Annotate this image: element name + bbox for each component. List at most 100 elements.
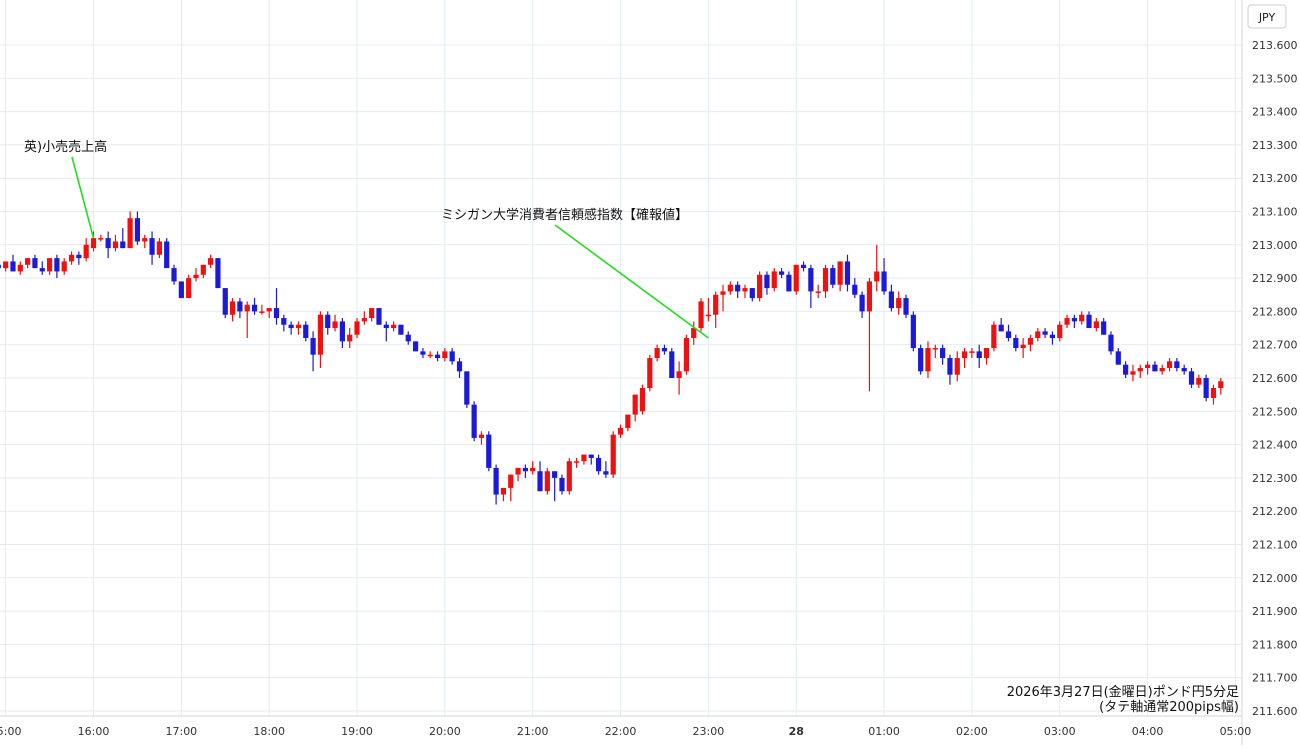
price-tick-label: 213.600 [1252, 39, 1298, 52]
candle-body [661, 348, 668, 352]
candle-body [354, 321, 360, 335]
candle-body [954, 358, 960, 375]
candle-body [778, 271, 785, 275]
candle-body [134, 218, 141, 242]
candle-body [925, 348, 931, 372]
candle-body [852, 284, 858, 295]
candle-body [713, 294, 719, 315]
candle-body [76, 254, 82, 259]
currency-label: JPY [1258, 11, 1276, 24]
grid-lines [0, 0, 1242, 716]
candle-body [1159, 368, 1165, 372]
candle-body [464, 371, 470, 405]
candle-body [1042, 331, 1048, 335]
candle-body [215, 258, 221, 289]
candle-body [303, 324, 309, 339]
candle-body [815, 291, 821, 293]
candle-body [859, 294, 865, 312]
price-tick-label: 212.000 [1252, 572, 1298, 585]
chart-note-line1: 2026年3月27日(金曜日)ポンド円5分足 [1007, 684, 1239, 700]
candle-body [757, 274, 763, 299]
candle-body [273, 308, 280, 319]
candle-body [1152, 364, 1158, 372]
candle-body [969, 351, 975, 353]
candle-body [566, 461, 572, 492]
time-tick-label: 18:00 [253, 725, 285, 738]
candle-body [347, 334, 353, 342]
candle-body [998, 324, 1004, 332]
candle-body [295, 324, 302, 329]
candle-body [1071, 318, 1077, 322]
candle-body [105, 238, 111, 249]
candle-body [764, 274, 770, 289]
time-tick-label: 28 [789, 725, 804, 738]
candle-body [405, 334, 411, 342]
time-tick-label: 15:00 [0, 725, 22, 738]
price-tick-label: 212.900 [1252, 272, 1298, 285]
time-axis[interactable]: 15:00 16:00 17:00 18:00 19:00 20:00 21:00 22:00… [0, 715, 1251, 738]
candle-body [427, 354, 433, 357]
candle-body [588, 454, 594, 458]
candle-body [910, 314, 916, 349]
candle-body [10, 261, 16, 272]
price-tick-label: 211.900 [1252, 605, 1298, 618]
price-tick-label: 212.800 [1252, 305, 1298, 318]
candle-body [332, 321, 338, 329]
candle-body [595, 457, 602, 472]
candle-body [800, 264, 807, 269]
candle-body [288, 324, 294, 329]
candle-body [434, 354, 441, 359]
candle-body [515, 467, 521, 475]
candle-body [17, 264, 23, 272]
candle-body [251, 304, 258, 312]
candle-body [654, 348, 660, 359]
candle-body [786, 274, 792, 292]
candle-body [888, 291, 894, 309]
candle-body [376, 308, 382, 325]
candle-body [420, 351, 426, 355]
candle-body [508, 474, 514, 488]
candle-body [361, 318, 367, 322]
candle-body [500, 487, 507, 495]
candle-body [676, 371, 682, 378]
candle-body [1013, 338, 1019, 349]
time-tick-label: 16:00 [78, 725, 110, 738]
candle-body [1181, 368, 1187, 372]
candle-body [449, 351, 455, 362]
candle-body [1101, 321, 1107, 335]
price-tick-label: 211.600 [1252, 705, 1298, 718]
candle-body [164, 241, 170, 269]
candle-body [1049, 334, 1056, 339]
candle-body [0, 264, 1, 269]
candle-body [552, 471, 558, 478]
annotation-retail-sales: 英)小売売上高 [24, 139, 107, 155]
candle-body [647, 358, 653, 388]
candle-body [412, 341, 419, 352]
candle-body [266, 308, 272, 312]
price-axis[interactable]: JPY 211.600211.700211.800211.900212.0002… [1241, 0, 1298, 745]
time-tick-label: 20:00 [429, 725, 461, 738]
candle-body [1203, 378, 1209, 398]
candle-body [171, 268, 177, 282]
price-tick-label: 213.100 [1252, 206, 1298, 219]
price-tick-label: 213.500 [1252, 72, 1298, 85]
time-tick-label: 04:00 [1132, 725, 1164, 738]
candle-body [193, 274, 199, 279]
candle-body [793, 264, 799, 292]
candle-body [32, 258, 38, 269]
candle-body [932, 348, 938, 350]
candle-body [1218, 381, 1224, 388]
candle-body [281, 318, 287, 325]
price-tick-label: 212.500 [1252, 405, 1298, 418]
candle-body [112, 241, 119, 249]
candle-body [903, 298, 909, 315]
candle-body [156, 241, 162, 255]
candle-body [822, 268, 829, 292]
candles [0, 211, 1224, 505]
candle-body [669, 351, 675, 378]
price-tick-label: 213.300 [1252, 139, 1298, 152]
candle-body [471, 404, 477, 438]
candle-body [1057, 324, 1063, 339]
candle-body [705, 314, 711, 317]
time-tick-label: 23:00 [693, 725, 725, 738]
